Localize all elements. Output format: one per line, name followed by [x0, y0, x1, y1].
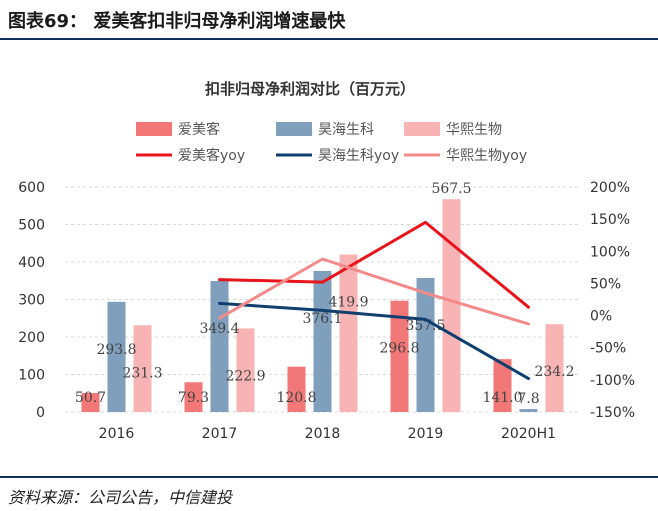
- x-tick: 2017: [202, 426, 238, 442]
- bar-昊海生科: [416, 277, 435, 412]
- data-label-爱美客: 296.8: [379, 341, 419, 357]
- figure-title: 图表69： 爱美客扣非归母净利润增速最快: [8, 11, 346, 32]
- y-right-tick: -150%: [590, 405, 635, 421]
- y-right-tick: -50%: [590, 341, 626, 357]
- data-label-华熙生物: 419.9: [328, 295, 368, 311]
- bar-爱美客: [81, 392, 100, 412]
- bar-昊海生科: [210, 280, 229, 412]
- data-label-昊海生科: 7.8: [517, 391, 539, 407]
- data-label-昊海生科: 357.5: [405, 318, 445, 334]
- data-label-爱美客: 120.8: [276, 390, 316, 406]
- data-label-华熙生物: 567.5: [431, 181, 471, 197]
- data-label-爱美客: 50.7: [75, 390, 106, 406]
- legend-label-3: 华熙生物: [446, 122, 502, 138]
- y-right-tick: 100%: [590, 244, 630, 260]
- bar-爱美客: [493, 359, 512, 412]
- bar-华熙生物: [442, 199, 461, 412]
- footer-rule: [0, 476, 658, 478]
- y-left-tick: 300: [18, 293, 45, 309]
- bar-爱美客: [184, 382, 203, 412]
- figure-source: 资料来源：公司公告，中信建投: [8, 488, 233, 507]
- line-华熙生物yoy: [218, 257, 530, 326]
- bar-华熙生物: [545, 324, 564, 412]
- bar-爱美客: [390, 300, 409, 412]
- header-rule: [0, 38, 658, 40]
- line-昊海生科yoy: [218, 301, 530, 381]
- y-right-tick: 0%: [590, 309, 612, 325]
- bar-昊海生科: [519, 409, 538, 412]
- data-label-华熙生物: 234.2: [534, 364, 574, 380]
- line-爱美客yoy: [218, 220, 530, 309]
- data-label-昊海生科: 376.1: [302, 311, 342, 327]
- bar-华熙生物: [133, 325, 152, 412]
- y-left-tick: 100: [18, 368, 45, 384]
- legend-label-2: 昊海生科: [318, 122, 374, 138]
- data-label-华熙生物: 231.3: [122, 365, 162, 381]
- y-left-tick: 500: [18, 218, 45, 234]
- bar-昊海生科: [313, 270, 332, 412]
- y-left-tick: 400: [18, 255, 45, 271]
- bar-华熙生物: [236, 328, 255, 412]
- legend-swatch-2: [276, 122, 312, 136]
- data-label-华熙生物: 222.9: [225, 368, 265, 384]
- data-label-昊海生科: 349.4: [199, 321, 239, 337]
- legend-line-label-1: 爱美客yoy: [178, 147, 245, 164]
- data-label-昊海生科: 293.8: [96, 342, 136, 358]
- y-left-tick: 200: [18, 330, 45, 346]
- bar-昊海生科: [107, 301, 126, 412]
- x-tick: 2019: [408, 426, 444, 442]
- x-tick: 2016: [99, 426, 135, 442]
- legend-swatch-3: [404, 122, 440, 136]
- data-label-爱美客: 141.0: [482, 390, 522, 406]
- legend-swatch-1: [136, 122, 172, 136]
- bar-爱美客: [287, 366, 306, 412]
- legend-line-label-3: 华熙生物yoy: [446, 148, 527, 164]
- y-left-tick: 0: [36, 405, 45, 421]
- y-right-tick: -100%: [590, 373, 635, 389]
- x-tick: 2018: [305, 426, 341, 442]
- y-right-tick: 50%: [590, 276, 621, 292]
- chart-title: 扣非归母净利润对比（百万元）: [205, 80, 415, 98]
- data-label-爱美客: 79.3: [178, 390, 209, 406]
- legend-line-label-2: 昊海生科yoy: [318, 148, 399, 164]
- y-right-tick: 200%: [590, 180, 630, 196]
- figure-header: 图表69： 爱美客扣非归母净利润增速最快: [0, 0, 658, 40]
- legend-label-1: 爱美客: [178, 121, 220, 138]
- y-left-tick: 600: [18, 180, 45, 196]
- y-right-tick: 150%: [590, 212, 630, 228]
- x-tick: 2020H1: [501, 426, 556, 442]
- bar-华熙生物: [339, 254, 358, 412]
